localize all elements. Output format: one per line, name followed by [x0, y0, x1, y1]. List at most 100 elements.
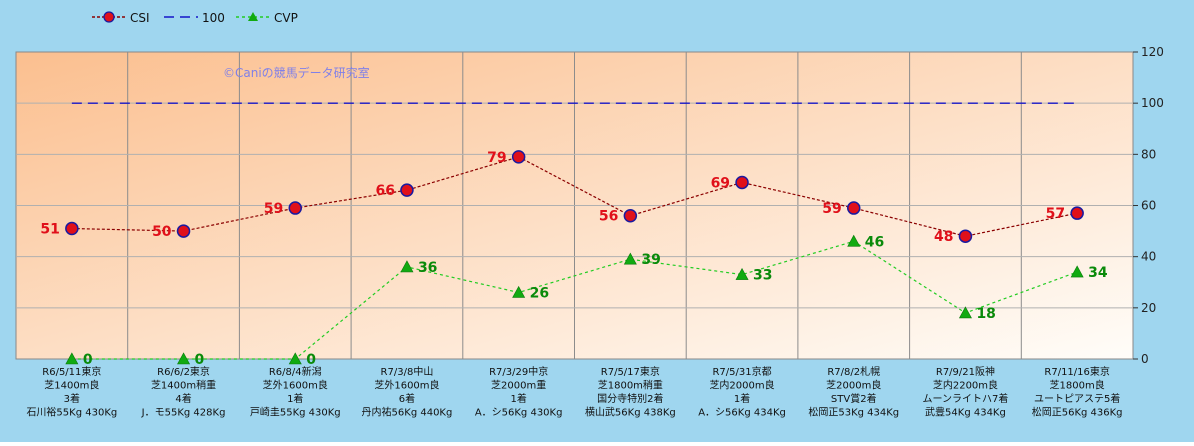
- x-tick-label: 1着: [510, 392, 526, 405]
- csi-point-marker: [623, 208, 638, 223]
- x-tick-label: 芝1400m稍重: [151, 379, 216, 392]
- x-tick-label: ムーンライトハ7着: [923, 392, 1009, 405]
- cvp-data-label: 33: [753, 268, 772, 284]
- cvp-point-marker: [177, 352, 191, 365]
- x-tick-label: R7/5/31京都: [712, 365, 771, 378]
- y-tick-label: 20: [1141, 301, 1156, 315]
- cvp-data-label: 18: [976, 306, 995, 322]
- x-tick-label: J．モ55Kg 428Kg: [141, 408, 226, 419]
- cvp-point-marker: [512, 285, 526, 298]
- y-tick-label: 40: [1141, 250, 1156, 264]
- y-tick-label: 100: [1141, 96, 1164, 110]
- x-tick-label: 芝内2000m良: [709, 379, 774, 392]
- x-tick-label: 1着: [287, 392, 303, 405]
- series-csi-line: [71, 156, 1078, 237]
- x-tick-label: 国分寺特別2着: [597, 392, 663, 405]
- csi-point-marker: [176, 224, 191, 238]
- x-tick-label: 4着: [175, 392, 191, 405]
- x-tick-label: 横山武56Kg 438Kg: [585, 406, 676, 419]
- y-tick-label: 60: [1141, 199, 1156, 213]
- legend-cvp-marker: [248, 12, 258, 21]
- x-tick-label: A．シ56Kg 434Kg: [698, 408, 786, 419]
- cvp-point-marker: [288, 352, 302, 365]
- x-tick-label: 芝外1600m良: [374, 379, 439, 392]
- csi-data-label: 51: [40, 222, 59, 238]
- legend-100-label: 100: [202, 11, 225, 25]
- csi-data-label: 59: [264, 201, 283, 217]
- x-tick-label: R7/5/17東京: [601, 365, 660, 378]
- csi-point-marker: [847, 201, 861, 215]
- cvp-point-marker: [65, 352, 79, 365]
- cvp-data-label: 0: [195, 352, 205, 368]
- x-tick-label: R6/5/11東京: [42, 365, 101, 378]
- csi-point-marker: [1070, 206, 1084, 220]
- x-tick-label: 石川裕55Kg 430Kg: [26, 406, 117, 419]
- csi-point-marker: [958, 229, 973, 243]
- csi-data-label: 69: [711, 175, 730, 191]
- cvp-point-marker: [1070, 265, 1084, 278]
- x-tick-label: R7/3/29中京: [489, 365, 548, 378]
- cvp-point-marker: [847, 234, 861, 247]
- x-tick-label: 武豊54Kg 434Kg: [925, 406, 1006, 419]
- csi-data-label: 50: [152, 224, 172, 240]
- x-tick-label: 芝2000m重: [491, 379, 546, 392]
- x-tick-label: 芝2000m良: [826, 379, 881, 392]
- cvp-point-marker: [735, 267, 749, 280]
- csi-data-label: 79: [487, 150, 506, 166]
- cvp-data-label: 36: [418, 260, 437, 276]
- cvp-data-label: 34: [1088, 265, 1108, 281]
- csi-point-marker: [735, 175, 749, 190]
- series-cvp-line: [71, 240, 1078, 360]
- x-tick-label: 1着: [734, 392, 750, 405]
- legend-csi-marker: [103, 11, 115, 23]
- y-axis: 0 20 40 60 80 100 120: [1133, 45, 1164, 366]
- x-tick-label: 丹内祐56Kg 440Kg: [362, 406, 453, 419]
- x-tick-label: 6着: [399, 392, 415, 405]
- x-tick-label: 3着: [64, 392, 80, 405]
- csi-point-marker: [400, 183, 414, 197]
- cvp-point-marker: [623, 252, 637, 265]
- watermark-text: ©Caniの競馬データ研究室: [223, 65, 370, 80]
- x-tick-label: 戸崎圭55Kg 430Kg: [250, 406, 341, 419]
- x-tick-label: 芝1800m稍重: [598, 379, 663, 392]
- csi-data-label: 48: [934, 229, 953, 245]
- legend-cvp-label: CVP: [274, 11, 298, 25]
- x-tick-label: R7/8/2札幌: [827, 365, 880, 378]
- cvp-data-label: 0: [83, 352, 93, 368]
- legend: CSI 100 CVP: [92, 11, 298, 25]
- cvp-data-label: 46: [865, 234, 884, 250]
- csi-data-label: 66: [375, 183, 394, 199]
- x-tick-label: R7/3/8中山: [381, 365, 434, 378]
- x-tick-label: R7/9/21阪神: [936, 365, 995, 378]
- cvp-data-label: 26: [530, 285, 549, 301]
- series-layer: 0 0 0 36 26 39 33 46 18 34 51 50 59 66 79 56 69 59 48 57: [40, 102, 1108, 368]
- cvp-data-label: 0: [306, 352, 316, 368]
- cvp-point-marker: [958, 306, 972, 319]
- csi-point-marker: [288, 201, 302, 215]
- y-tick-label: 0: [1141, 352, 1149, 366]
- x-tick-label: 芝内2200m良: [933, 379, 998, 392]
- x-tick-label: 芝外1600m良: [263, 379, 328, 392]
- y-tick-label: 120: [1141, 45, 1164, 59]
- y-tick-label: 80: [1141, 147, 1156, 161]
- cvp-data-label: 39: [641, 252, 660, 268]
- x-tick-label: R6/8/4新潟: [269, 365, 322, 378]
- csi-data-label: 56: [599, 209, 618, 225]
- x-tick-label: A．シ56Kg 430Kg: [475, 408, 563, 419]
- x-tick-label: ユートピアステ5着: [1034, 392, 1120, 405]
- cvp-point-marker: [400, 260, 414, 273]
- x-tick-label: 松岡正56Kg 436Kg: [1032, 406, 1123, 419]
- x-tick-label: R7/11/16東京: [1044, 365, 1110, 378]
- x-tick-label: 松岡正53Kg 434Kg: [808, 406, 899, 419]
- x-tick-label: 芝1800m良: [1050, 379, 1105, 392]
- x-tick-label: R6/6/2東京: [157, 365, 210, 378]
- legend-csi-label: CSI: [130, 11, 150, 25]
- x-tick-label: 芝1400m良: [44, 379, 99, 392]
- x-tick-label: STV賞2着: [831, 392, 877, 405]
- csi-point-marker: [65, 221, 79, 236]
- csi-point-marker: [511, 150, 526, 164]
- csi-data-label: 59: [822, 201, 841, 217]
